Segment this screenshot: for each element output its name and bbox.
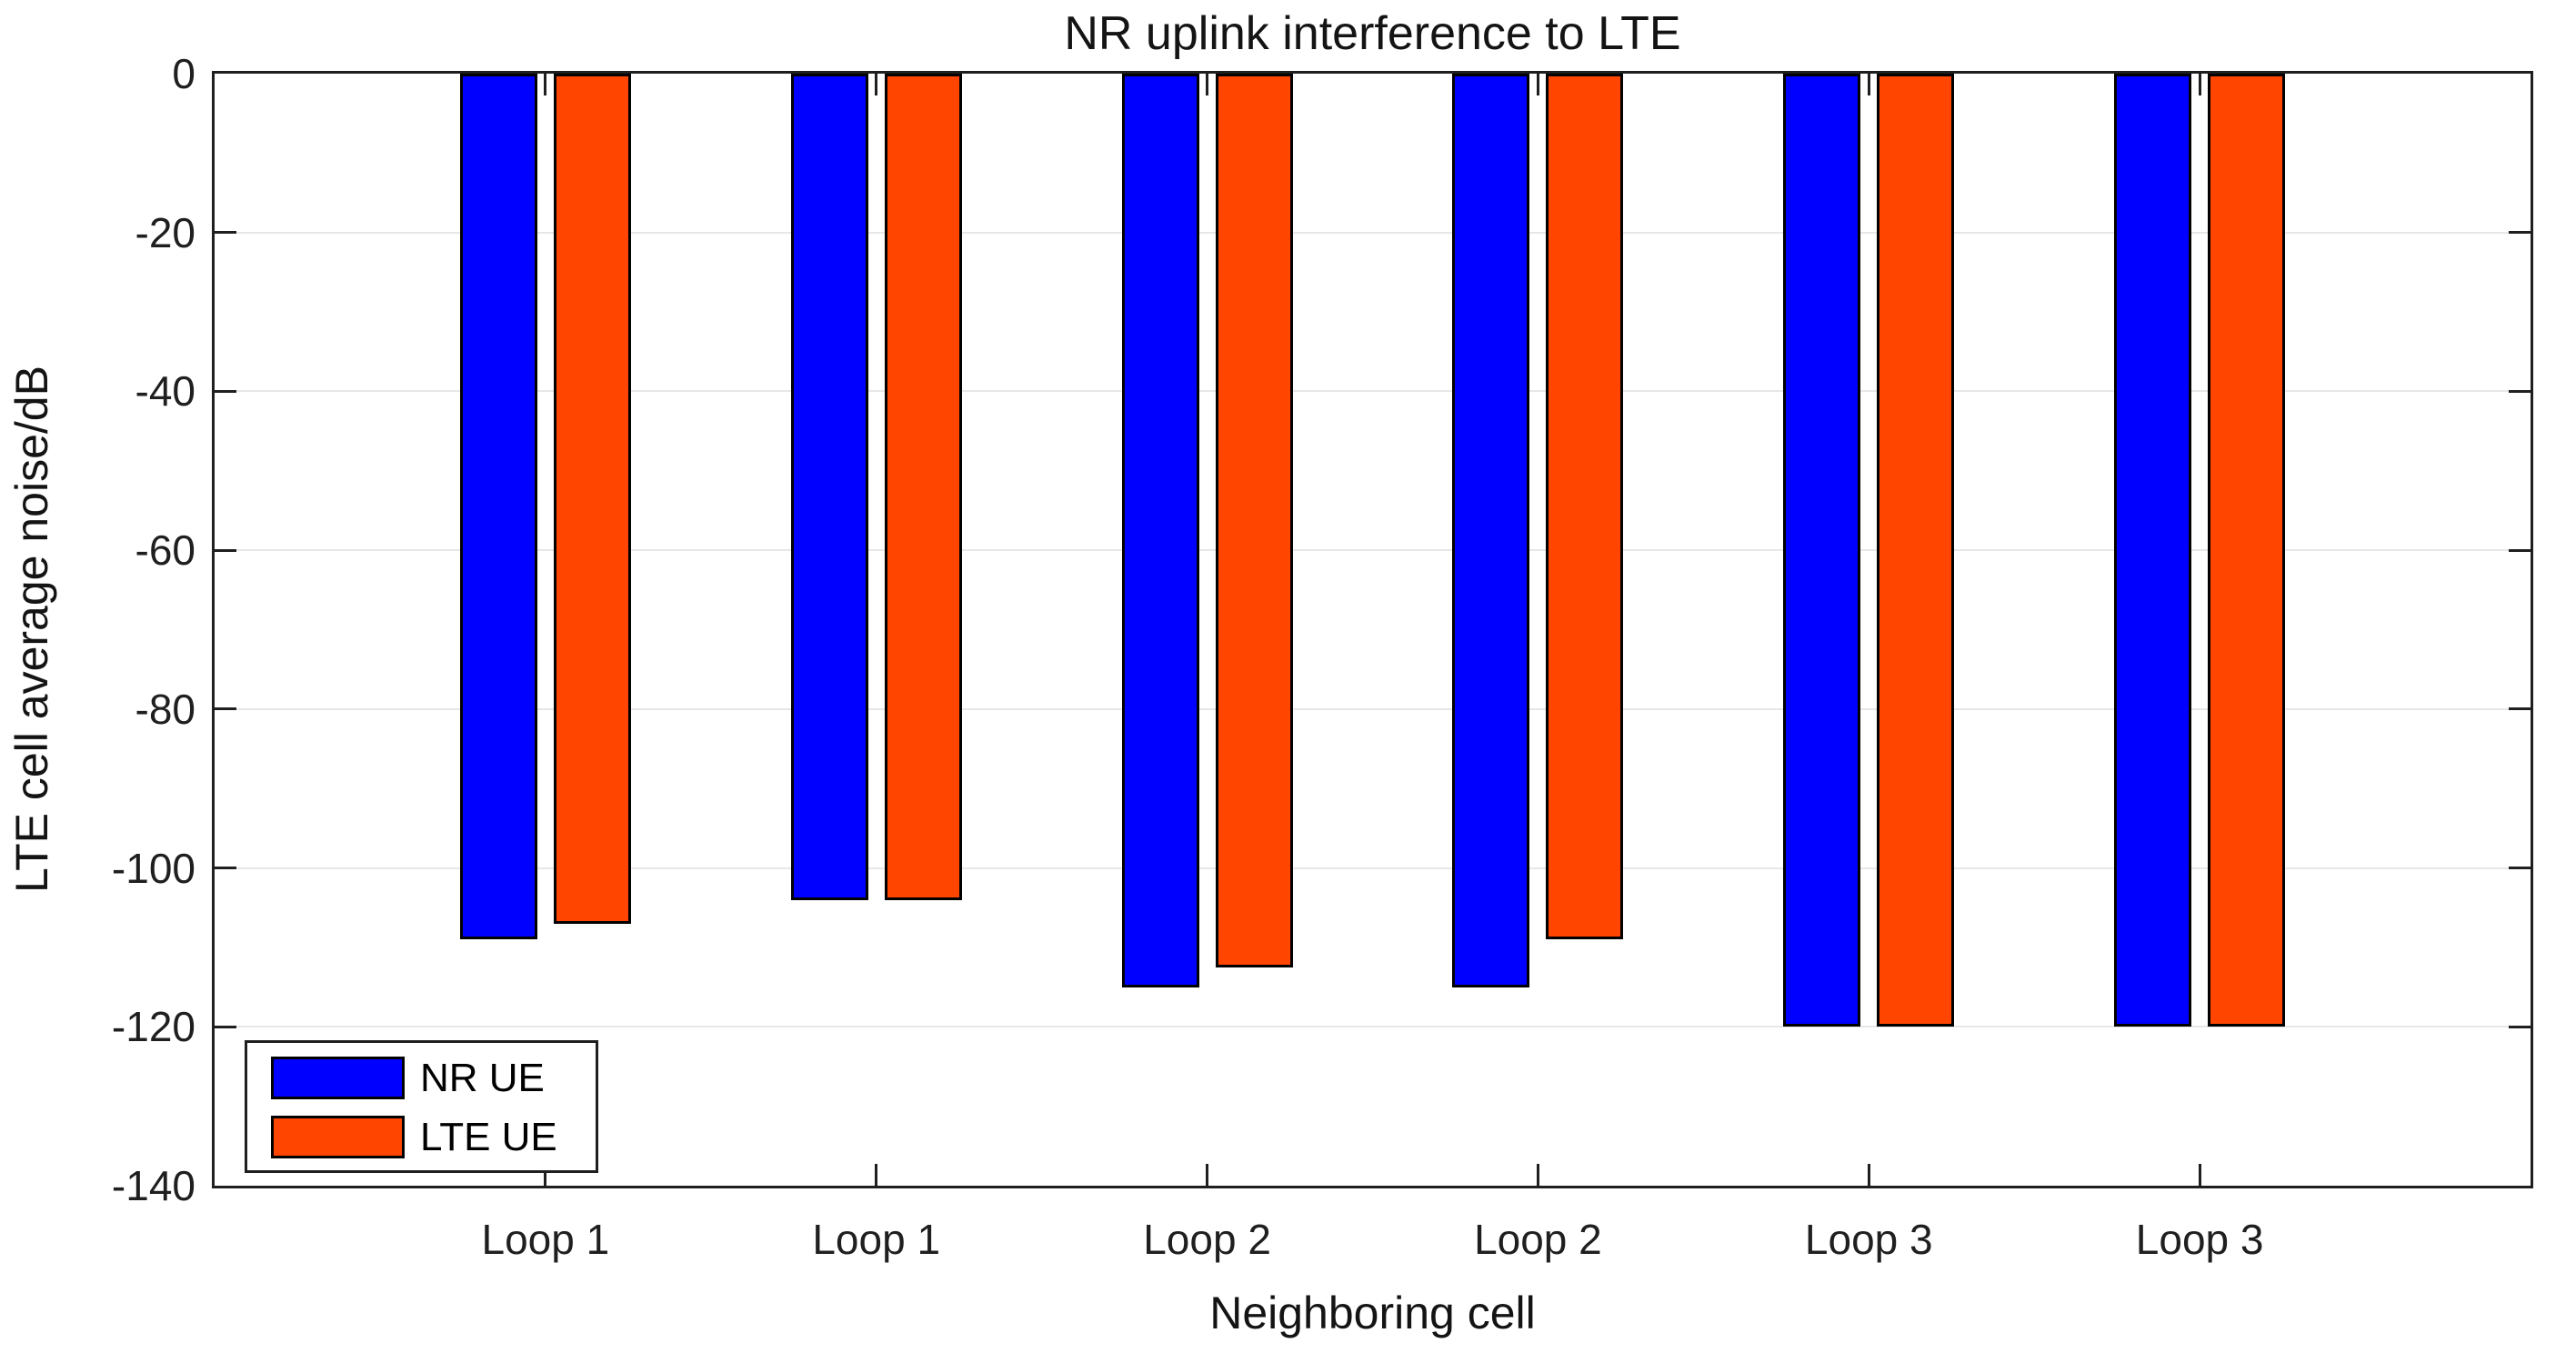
x-tick-label: Loop 1	[812, 1216, 941, 1263]
bar-nr-ue-group3	[1121, 74, 1199, 987]
bar-lte-ue-group3	[1215, 74, 1293, 967]
y-axis-tick-right	[2509, 867, 2531, 870]
y-tick-label: -20	[135, 208, 195, 256]
chart-title: NR uplink interference to LTE	[1064, 7, 1681, 60]
y-axis-tick-left	[215, 231, 236, 235]
y-axis-tick-right	[2509, 389, 2531, 393]
y-axis-tick-left	[215, 389, 236, 393]
bar-nr-ue-group2	[790, 74, 868, 900]
gridline	[215, 549, 2531, 552]
legend-label-lte-ue: LTE UE	[420, 1115, 557, 1159]
x-axis-tick-top	[544, 74, 547, 95]
y-tick-label: -40	[135, 367, 195, 416]
x-axis-tick-bottom	[2198, 1164, 2201, 1186]
plot-area	[212, 71, 2533, 1188]
x-axis-tick-top	[1206, 74, 1209, 95]
bar-nr-ue-group5	[1783, 74, 1861, 1027]
x-axis-label: Neighboring cell	[1209, 1288, 1536, 1338]
bar-nr-ue-group4	[1452, 74, 1530, 987]
x-axis-tick-top	[2198, 74, 2201, 95]
legend-swatch-lte-ue	[271, 1116, 405, 1158]
x-axis-tick-bottom	[1867, 1164, 1870, 1186]
bar-lte-ue-group5	[1877, 74, 1955, 1027]
x-axis-tick-top	[1536, 74, 1539, 95]
bar-lte-ue-group6	[2208, 74, 2286, 1027]
y-axis-tick-left	[215, 548, 236, 552]
y-tick-label: 0	[172, 50, 195, 97]
y-tick-label: -100	[111, 844, 195, 892]
legend-swatch-nr-ue	[271, 1057, 405, 1099]
x-axis-tick-bottom	[544, 1164, 547, 1186]
bar-nr-ue-group1	[459, 74, 537, 940]
gridline	[215, 1026, 2531, 1028]
x-tick-label: Loop 3	[2135, 1216, 2264, 1263]
gridline	[215, 231, 2531, 234]
bar-lte-ue-group4	[1546, 74, 1624, 940]
y-tick-label: -140	[111, 1162, 195, 1209]
y-axis-tick-right	[2509, 548, 2531, 552]
y-axis-tick-left	[215, 867, 236, 870]
x-axis-tick-bottom	[1206, 1164, 1209, 1186]
gridline	[215, 707, 2531, 710]
y-tick-label: -120	[111, 1003, 195, 1051]
legend-label-nr-ue: NR UE	[420, 1056, 545, 1100]
y-tick-label: -80	[135, 685, 195, 733]
y-axis-tick-right	[2509, 707, 2531, 711]
x-tick-label: Loop 3	[1804, 1216, 1933, 1263]
x-axis-tick-top	[1867, 74, 1870, 95]
x-tick-label: Loop 2	[1143, 1216, 1271, 1263]
bar-nr-ue-group6	[2114, 74, 2192, 1027]
x-axis-tick-bottom	[875, 1164, 878, 1186]
y-axis-tick-right	[2509, 231, 2531, 235]
x-tick-label: Loop 2	[1474, 1216, 1602, 1263]
bar-lte-ue-group2	[884, 74, 962, 900]
y-axis-tick-left	[215, 1025, 236, 1028]
legend: NR UE LTE UE	[245, 1040, 598, 1173]
y-axis-tick-left	[215, 707, 236, 711]
x-axis-tick-top	[875, 74, 878, 95]
y-axis-tick-right	[2509, 1025, 2531, 1028]
x-tick-label: Loop 1	[481, 1216, 610, 1263]
y-tick-label: -60	[135, 526, 195, 575]
gridline	[215, 390, 2531, 393]
gridline	[215, 867, 2531, 869]
bar-lte-ue-group1	[553, 74, 631, 924]
x-axis-tick-bottom	[1536, 1164, 1539, 1186]
